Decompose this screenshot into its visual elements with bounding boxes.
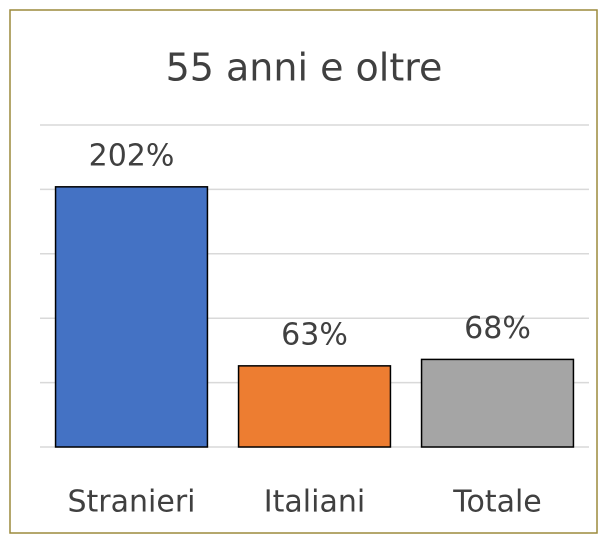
bar [54, 186, 209, 448]
x-tick-label: Italiani [264, 485, 365, 520]
data-label: 202% [89, 138, 175, 173]
bar [420, 358, 575, 448]
chart-title: 55 anni e oltre [166, 46, 443, 90]
x-tick-label: Stranieri [68, 485, 196, 520]
data-label: 63% [281, 317, 348, 352]
data-label: 68% [464, 311, 531, 346]
bar [237, 365, 392, 448]
x-tick-label: Totale [452, 485, 542, 520]
